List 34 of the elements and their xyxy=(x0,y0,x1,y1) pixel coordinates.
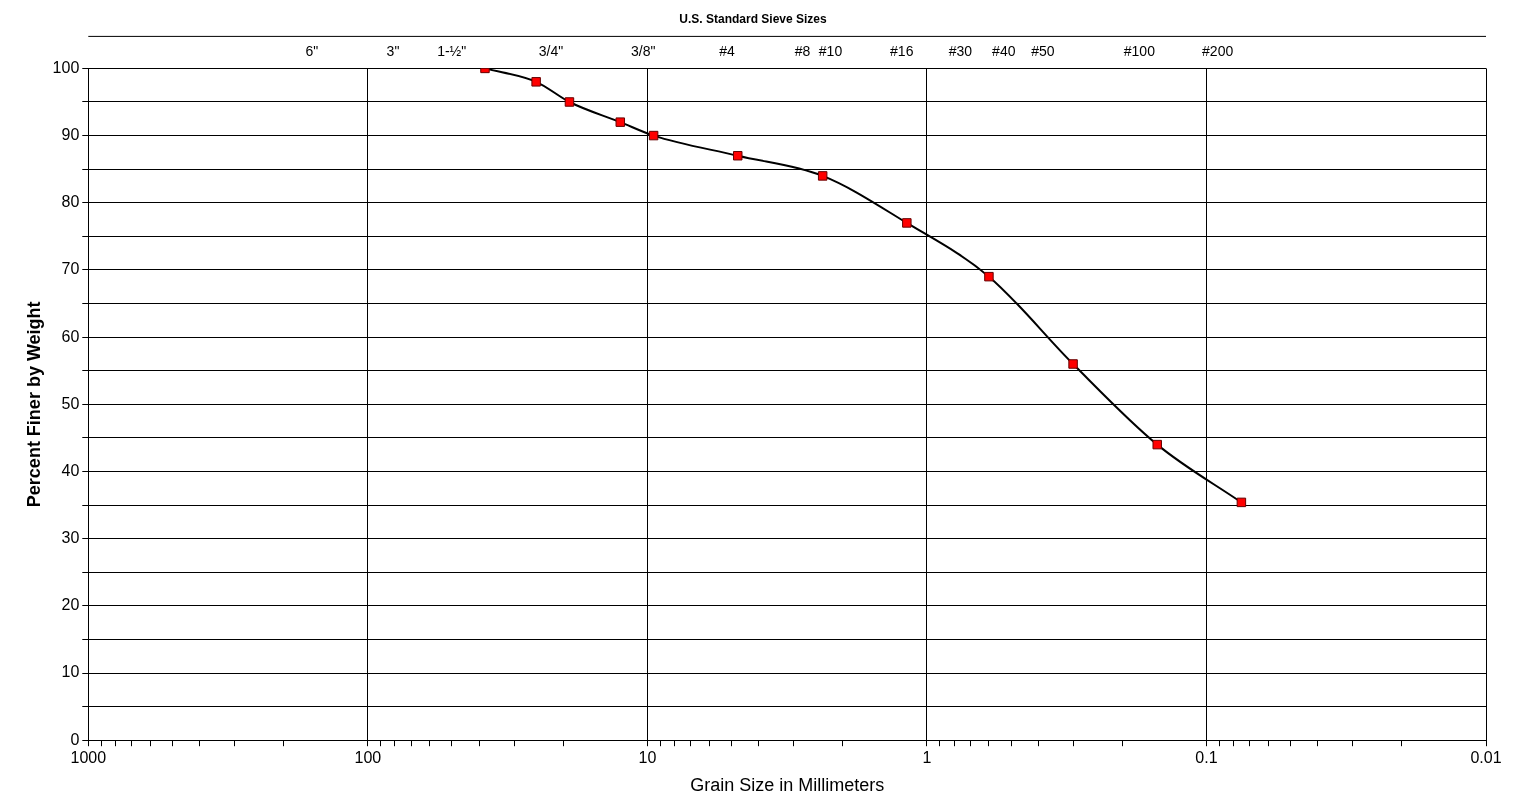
x-axis-title: Grain Size in Millimeters xyxy=(690,775,885,796)
x-tick-label: 1000 xyxy=(70,749,107,767)
text: 3/4" xyxy=(538,43,564,60)
text: #10 xyxy=(818,43,843,60)
text: #30 xyxy=(948,43,973,60)
text: #200 xyxy=(1202,43,1234,60)
x-tick-label: 0.01 xyxy=(1470,749,1502,767)
text: #4 xyxy=(719,43,736,60)
text: 6" xyxy=(305,43,319,60)
x-tick-label: 0.1 xyxy=(1195,749,1218,767)
chart-title: U.S. Standard Sieve Sizes xyxy=(679,11,828,26)
y-tick-label: 70 xyxy=(61,260,80,278)
text: #50 xyxy=(1031,43,1055,60)
x-tick-label: 10 xyxy=(638,749,657,767)
text: #16 xyxy=(890,43,914,60)
y-tick-label: 20 xyxy=(61,596,80,614)
y-tick-label: 90 xyxy=(61,125,80,143)
x-tick-label: 100 xyxy=(354,749,382,767)
y-tick-label: 10 xyxy=(61,663,80,681)
x-tick-label: 1 xyxy=(922,749,932,767)
y-tick-label: 60 xyxy=(61,327,80,345)
y-tick-label: 50 xyxy=(61,394,80,412)
y-tick-label: 40 xyxy=(61,461,80,479)
y-tick-label: 0 xyxy=(70,730,80,748)
y-tick-label: 100 xyxy=(52,58,80,76)
text: #8 xyxy=(794,43,811,60)
y-tick-label: 80 xyxy=(61,193,80,211)
y-axis-title: Percent Finer by Weight xyxy=(23,301,44,508)
text: 3" xyxy=(386,43,400,60)
text: #100 xyxy=(1123,43,1156,60)
y-tick-label: 30 xyxy=(61,529,80,547)
text: 1-½" xyxy=(437,43,467,60)
text: 3/8" xyxy=(630,43,656,60)
text: #40 xyxy=(992,43,1016,60)
